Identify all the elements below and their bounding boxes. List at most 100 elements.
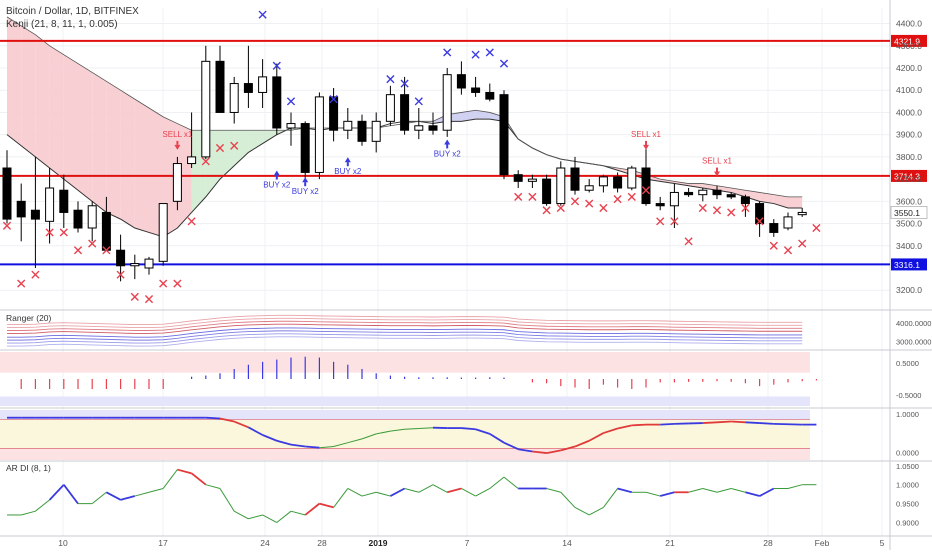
candle-body (784, 217, 792, 228)
time-tick-label: 7 (465, 538, 470, 548)
indicator-segment (35, 500, 49, 511)
indicator-segment (461, 488, 475, 496)
buy-x-marker (500, 60, 507, 67)
indicator-segment (618, 488, 632, 492)
indicator-segment (121, 496, 135, 500)
buy-arrow (345, 157, 351, 162)
indicator-segment (447, 488, 461, 492)
sell-x-marker (543, 207, 550, 214)
candle-body (3, 168, 11, 219)
candle-body (145, 259, 153, 268)
indicator-segment (277, 511, 291, 522)
indicator-segment (660, 492, 674, 496)
time-tick-label: 14 (562, 538, 572, 548)
indicator-segment (717, 422, 731, 423)
candle-body (713, 190, 721, 194)
sell-arrow-stem (176, 141, 178, 145)
indicator-segment (589, 507, 603, 515)
indicator-segment (760, 423, 774, 424)
price-tick-label: 3200.0 (896, 285, 922, 295)
candle-body (741, 197, 749, 204)
sell-arrow (643, 145, 649, 150)
indicator-segment (192, 473, 206, 484)
candle-body (315, 97, 323, 173)
indicator-segment (305, 504, 319, 515)
time-tick-label: 17 (158, 538, 168, 548)
sell-x-marker (784, 247, 791, 254)
kenji-fill (35, 35, 49, 168)
candle-body (415, 126, 423, 130)
sell-x-marker (131, 293, 138, 300)
buy-label: BUY x2 (263, 181, 291, 190)
indicator-segment (760, 488, 774, 496)
price-tick-label: 3800.0 (896, 152, 922, 162)
panel-tick-label: 0.5000 (896, 359, 919, 368)
candle-body (117, 250, 125, 266)
time-tick-label: Feb (815, 538, 830, 548)
panel-tick-label: -0.5000 (896, 391, 921, 400)
price-tick-label: 3600.0 (896, 196, 922, 206)
kenji-fill (7, 17, 21, 146)
sell-x-marker (515, 193, 522, 200)
kenji-fill (263, 130, 277, 143)
buy-arrow-stem (276, 176, 278, 180)
indicator-segment (92, 492, 106, 503)
sell-label: SELL x1 (631, 130, 661, 139)
price-tick-label: 4200.0 (896, 63, 922, 73)
indicator-segment (703, 488, 717, 492)
buy-x-marker (287, 98, 294, 105)
panel-tick-label: 1.0500 (896, 462, 919, 471)
kenji-fill (248, 130, 262, 152)
candle-body (60, 190, 68, 212)
sub-panels: Ranger (20)MSI (10)TDI (13, 21)AR DI (8,… (0, 313, 816, 523)
candle-body (344, 121, 352, 130)
time-tick-label: 2019 (369, 538, 388, 548)
candle-body (599, 177, 607, 186)
candle-body (188, 157, 196, 164)
buy-label: BUY x2 (292, 187, 320, 196)
candle-body (443, 75, 451, 131)
candle-body (571, 168, 579, 190)
buy-x-marker (486, 49, 493, 56)
indicator-segment (21, 511, 35, 515)
candle-body (88, 206, 96, 228)
ranger-band-line (7, 337, 802, 346)
buy-arrow-stem (446, 144, 448, 148)
sell-x-marker (18, 280, 25, 287)
buy-arrow-stem (347, 162, 349, 166)
price-tick-label: 3900.0 (896, 130, 922, 140)
indicator-segment (405, 488, 419, 492)
indicator-segment (433, 485, 447, 493)
sell-x-marker (699, 204, 706, 211)
kenji-fill (64, 55, 78, 191)
buy-label: BUY x2 (434, 149, 462, 158)
indicator-segment (206, 485, 220, 489)
price-tick-label: 4400.0 (896, 19, 922, 29)
candle-body (401, 95, 409, 131)
panel-tick-label: 1.0000 (896, 410, 919, 419)
indicator-segment (461, 428, 475, 429)
candle-body (528, 179, 536, 181)
candle-body (614, 177, 622, 188)
indicator-segment (476, 488, 490, 496)
buy-arrow (444, 139, 450, 144)
indicator-segment (234, 511, 248, 519)
kenji-fill (92, 72, 106, 212)
msi-lower-band (0, 396, 810, 406)
panel-title: Ranger (20) (6, 313, 52, 323)
panel-tick-label: 3000.0000 (896, 338, 931, 347)
candle-body (457, 75, 465, 88)
sell-x-marker (600, 204, 607, 211)
sell-label: SELL x1 (162, 130, 192, 139)
indicator-segment (248, 515, 262, 519)
indicator-segment (419, 485, 433, 493)
sell-x-marker (529, 193, 536, 200)
indicator-segment (632, 425, 646, 426)
candle-body (301, 124, 309, 173)
indicator-segment (64, 485, 78, 504)
kenji-fill (135, 99, 149, 232)
